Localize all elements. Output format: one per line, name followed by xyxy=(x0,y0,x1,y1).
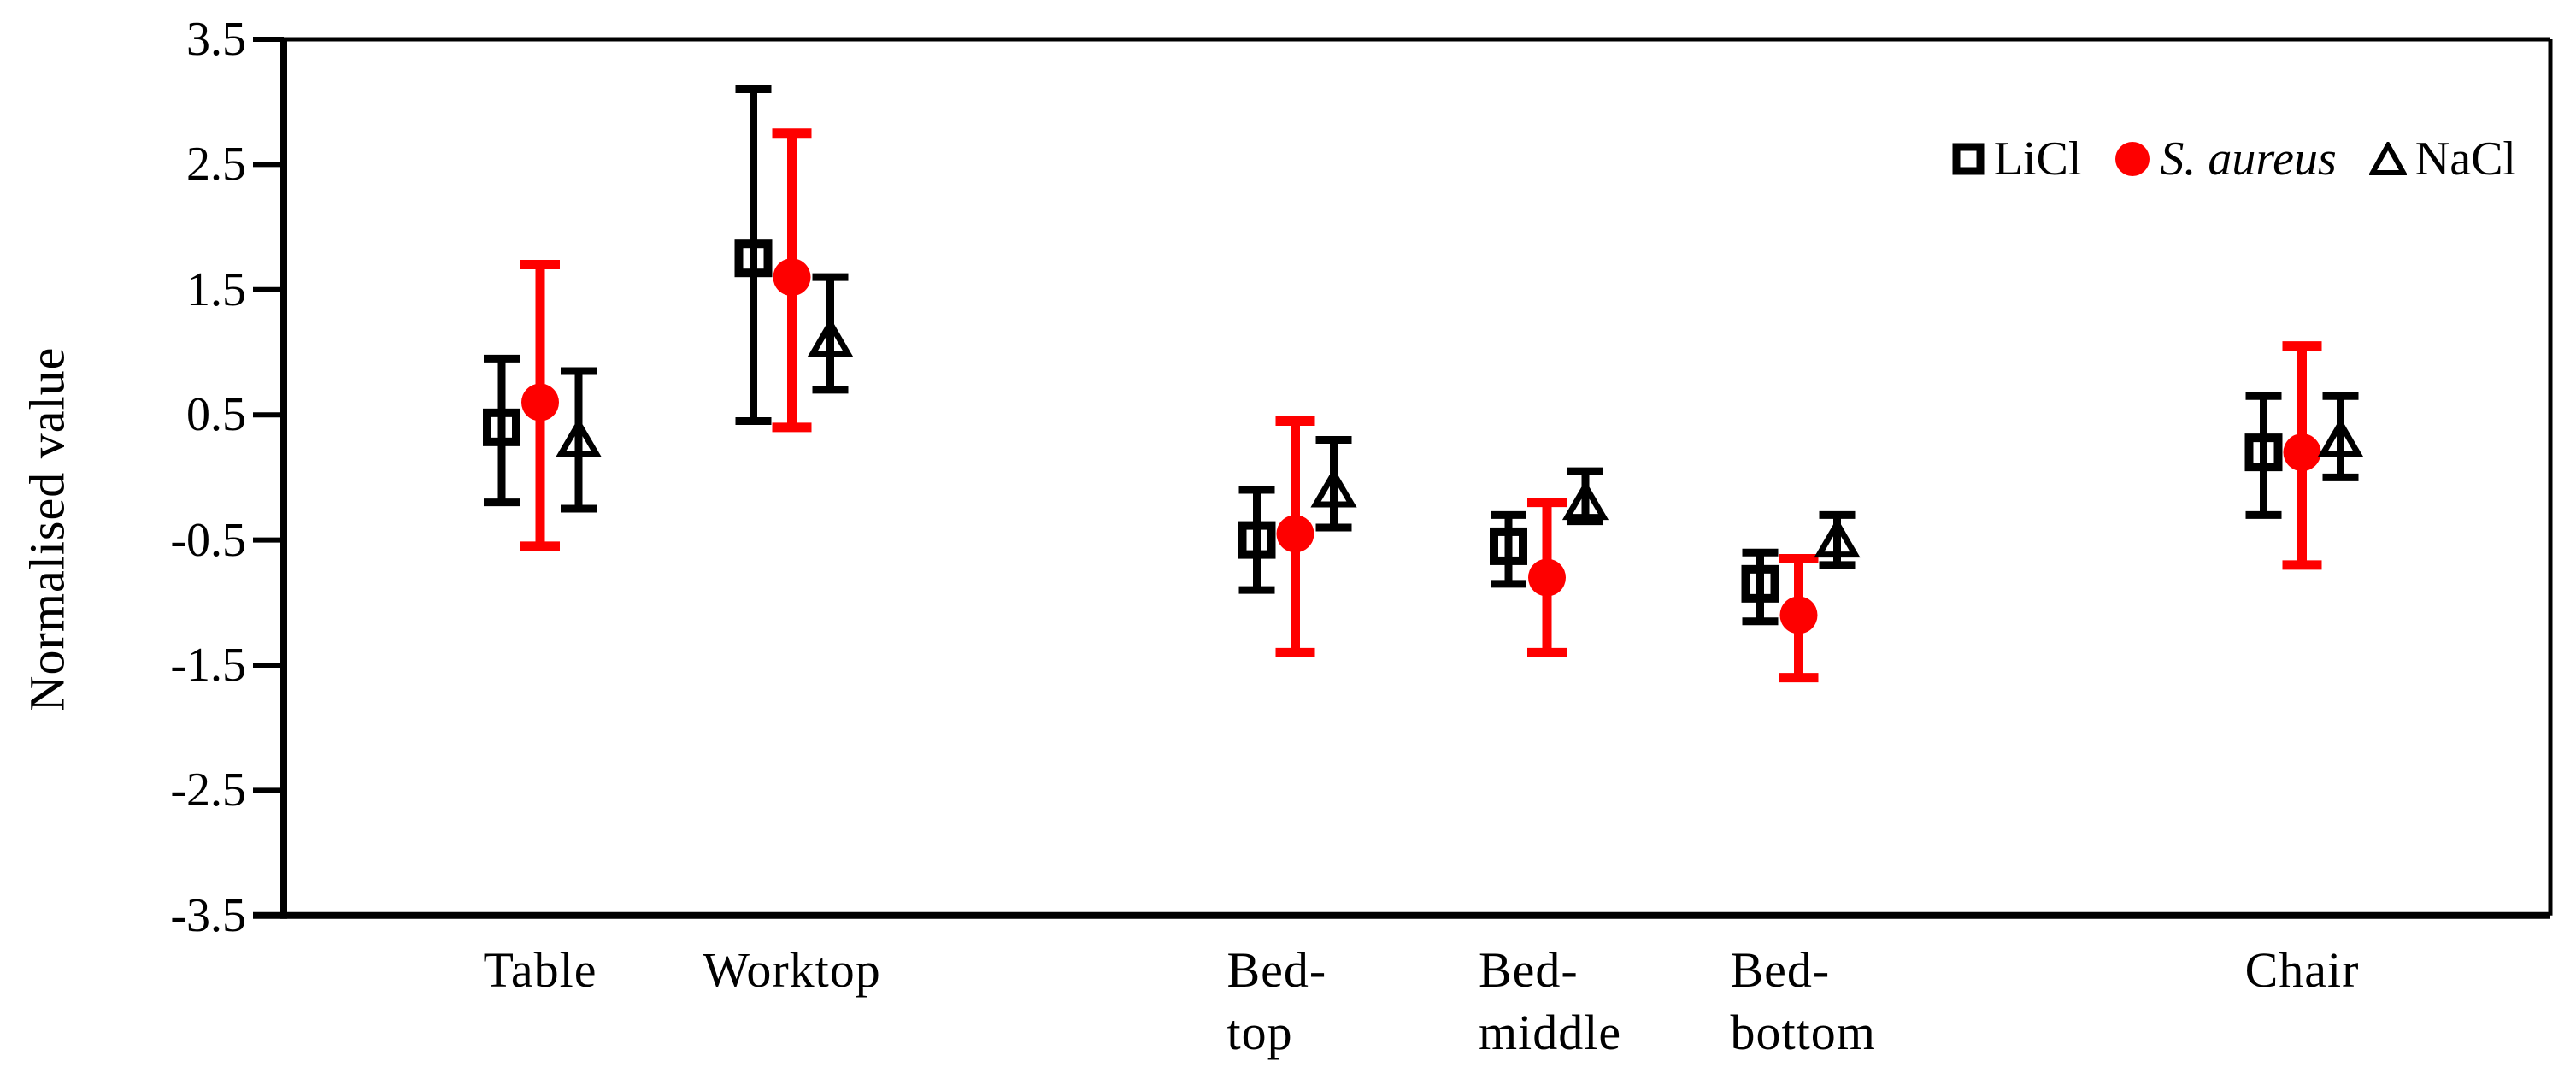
series-licl xyxy=(483,85,2283,626)
x-category-label: Bed-middle xyxy=(1479,939,1752,1064)
x-category-label: Table xyxy=(403,939,677,1001)
filled-circle-marker xyxy=(1779,596,1818,634)
x-category-label-line: Bed- xyxy=(1226,942,1327,998)
filled-circle-marker xyxy=(1528,558,1566,597)
y-tick-label: -1.5 xyxy=(170,639,246,692)
x-category-label: Chair xyxy=(2166,939,2439,1001)
x-category-label-line: Table xyxy=(483,942,597,998)
filled-circle-marker xyxy=(521,383,559,421)
y-tick-label: -3.5 xyxy=(170,888,246,942)
open-square-marker xyxy=(1238,521,1276,559)
filled-circle-marker xyxy=(2283,433,2321,472)
legend-label: LiCl xyxy=(1993,133,2082,186)
legend-label: NaCl xyxy=(2414,133,2516,186)
legend-item-licl: LiCl xyxy=(1951,125,2082,193)
x-category-label: Bed-top xyxy=(1227,939,1501,1064)
open-square-marker xyxy=(1490,527,1527,565)
open-triangle-marker xyxy=(1561,480,1609,521)
x-category-label-line: middle xyxy=(1479,1005,1622,1060)
y-tick-label: 1.5 xyxy=(186,262,246,316)
series-nacl xyxy=(555,273,2364,569)
open-square-icon xyxy=(1952,143,1985,175)
open-triangle-marker xyxy=(1310,468,1357,508)
open-square-marker xyxy=(2244,433,2283,472)
open-square-marker xyxy=(483,408,520,446)
legend-item-nacl: NaCl xyxy=(2368,125,2516,193)
y-tick-label: -0.5 xyxy=(170,513,246,567)
open-triangle-marker xyxy=(1814,517,1861,558)
x-category-label-line: Chair xyxy=(2244,942,2360,998)
open-square-marker xyxy=(1741,564,1779,603)
y-tick-label: -2.5 xyxy=(170,763,246,817)
x-category-label: Worktop xyxy=(656,939,929,1001)
x-category-label-line: Worktop xyxy=(703,942,881,998)
legend: LiCl S. aureus NaCl xyxy=(1951,125,2516,193)
x-category-label-line: bottom xyxy=(1730,1005,1876,1060)
open-triangle-marker xyxy=(2317,417,2364,457)
filled-circle-icon xyxy=(2115,142,2150,176)
open-triangle-icon xyxy=(2368,142,2407,175)
y-tick-label: 0.5 xyxy=(186,388,246,442)
open-triangle-marker xyxy=(555,417,603,457)
x-category-label-line: Bed- xyxy=(1479,942,1579,998)
x-category-label: Bed-bottom xyxy=(1731,939,2004,1064)
x-category-label-line: Bed- xyxy=(1730,942,1831,998)
legend-label: S. aureus xyxy=(2160,133,2337,186)
open-square-marker xyxy=(734,239,773,278)
open-triangle-marker xyxy=(807,317,854,357)
filled-circle-marker xyxy=(1276,515,1314,553)
y-tick-label: 3.5 xyxy=(186,13,246,66)
y-axis-title: Normalised value xyxy=(19,346,75,712)
legend-item-s-aureus: S. aureus xyxy=(2114,125,2337,193)
series-s--aureus xyxy=(520,128,2322,683)
y-tick-label: 2.5 xyxy=(186,138,246,192)
filled-circle-marker xyxy=(773,258,811,297)
x-category-label-line: top xyxy=(1226,1005,1293,1060)
